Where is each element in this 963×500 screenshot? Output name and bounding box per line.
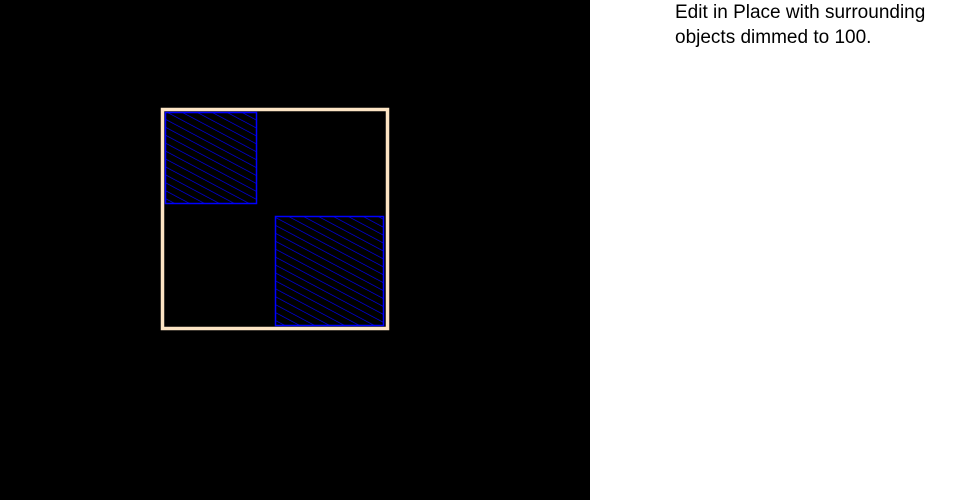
layout-canvas[interactable] (0, 0, 590, 500)
rectangle-outline (164, 111, 258, 205)
hatched-rectangle-top-left[interactable] (164, 111, 258, 205)
hatch-fill (165, 112, 257, 204)
hatch-fill (275, 216, 384, 326)
layout-drawing (160, 107, 390, 331)
cell-boundary[interactable] (160, 107, 390, 331)
rectangle-outline (274, 215, 385, 327)
caption-text: Edit in Place with surrounding objects d… (675, 2, 926, 48)
hatched-rectangle-bottom-right[interactable] (274, 215, 385, 327)
